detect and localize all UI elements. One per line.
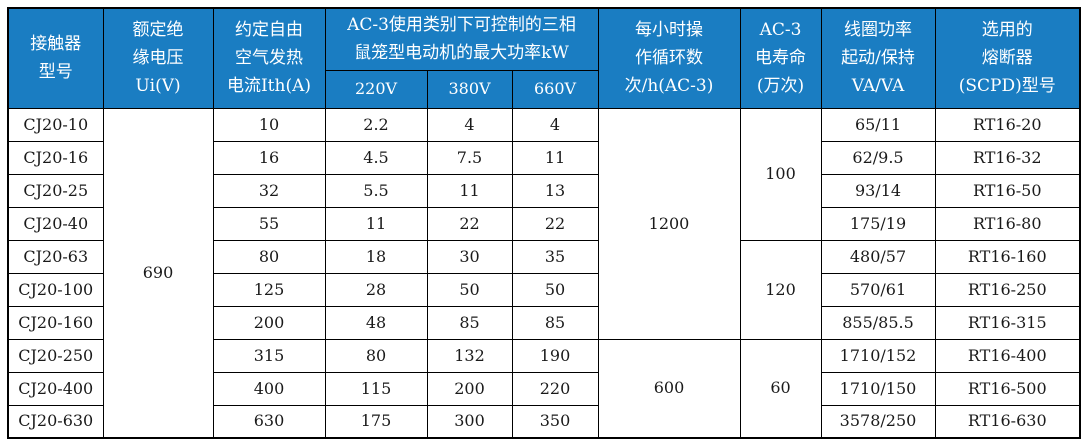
cell-ith: 630 <box>212 404 326 439</box>
cell-life-merged-1: 100 <box>739 107 822 241</box>
header-ui: 额定绝 缘电压 Ui(V) <box>102 7 214 109</box>
cell-model: CJ20-400 <box>7 371 104 406</box>
cell-cycles-merged-2: 600 <box>597 338 741 439</box>
cell-p220: 28 <box>324 272 428 307</box>
header-power-group: AC-3使用类别下可控制的三相 鼠笼型电动机的最大功率kW <box>324 7 599 71</box>
cell-coil: 1710/152 <box>820 338 936 373</box>
cell-ith: 10 <box>212 107 326 142</box>
cell-model: CJ20-100 <box>7 272 104 307</box>
cell-p660: 35 <box>511 239 599 274</box>
cell-p380: 50 <box>426 272 513 307</box>
header-model: 接触器 型号 <box>7 7 104 109</box>
header-ith: 约定自由 空气发热 电流Ith(A) <box>212 7 326 109</box>
cell-p220: 175 <box>324 404 428 439</box>
cell-ith: 55 <box>212 206 326 241</box>
table-row: CJ20-10 690 10 2.2 4 4 1200 100 65/11 RT… <box>7 107 1081 439</box>
cell-p220: 4.5 <box>324 140 428 175</box>
cell-p220: 115 <box>324 371 428 406</box>
cell-p660: 220 <box>511 371 599 406</box>
cell-ui-merged: 690 <box>102 107 214 439</box>
cell-fuse: RT16-630 <box>934 404 1081 439</box>
header-220v: 220V <box>324 69 428 109</box>
cell-p660: 350 <box>511 404 599 439</box>
spec-table: 接触器 型号 额定绝 缘电压 Ui(V) 约定自由 空气发热 电流Ith(A) … <box>7 7 1081 439</box>
cell-model: CJ20-160 <box>7 305 104 340</box>
cell-ith: 16 <box>212 140 326 175</box>
cell-cycles-merged-1: 1200 <box>597 107 741 340</box>
cell-fuse: RT16-250 <box>934 272 1081 307</box>
cell-p660: 190 <box>511 338 599 373</box>
cell-p380: 30 <box>426 239 513 274</box>
cell-p380: 4 <box>426 107 513 142</box>
cell-coil: 62/9.5 <box>820 140 936 175</box>
cell-coil: 65/11 <box>820 107 936 142</box>
cell-fuse: RT16-160 <box>934 239 1081 274</box>
cell-p380: 200 <box>426 371 513 406</box>
cell-p220: 5.5 <box>324 173 428 208</box>
cell-fuse: RT16-400 <box>934 338 1081 373</box>
cell-model: CJ20-40 <box>7 206 104 241</box>
cell-coil: 480/57 <box>820 239 936 274</box>
table-row: CJ20-100 125 28 50 50 570/61 RT16-250 <box>7 272 1081 307</box>
header-life: AC-3 电寿命 (万次) <box>739 7 822 109</box>
cell-life-merged-2: 120 <box>739 239 822 340</box>
cell-fuse: RT16-80 <box>934 206 1081 241</box>
header-row-top: 接触器 型号 额定绝 缘电压 Ui(V) 约定自由 空气发热 电流Ith(A) … <box>7 7 1081 109</box>
cell-fuse: RT16-500 <box>934 371 1081 406</box>
cell-p380: 7.5 <box>426 140 513 175</box>
cell-coil: 570/61 <box>820 272 936 307</box>
cell-ith: 32 <box>212 173 326 208</box>
cell-p660: 85 <box>511 305 599 340</box>
table-row: CJ20-25 32 5.5 11 13 93/14 RT16-50 <box>7 173 1081 208</box>
cell-p660: 4 <box>511 107 599 142</box>
table-row: CJ20-630 630 175 300 350 3578/250 RT16-6… <box>7 404 1081 439</box>
cell-p660: 22 <box>511 206 599 241</box>
cell-model: CJ20-630 <box>7 404 104 439</box>
cell-fuse: RT16-315 <box>934 305 1081 340</box>
table-row: CJ20-250 315 80 132 190 600 60 1710/152 … <box>7 338 1081 439</box>
cell-coil: 855/85.5 <box>820 305 936 340</box>
cell-fuse: RT16-32 <box>934 140 1081 175</box>
cell-ith: 200 <box>212 305 326 340</box>
cell-coil: 1710/150 <box>820 371 936 406</box>
cell-p220: 80 <box>324 338 428 373</box>
header-row-sub: 220V 380V 660V <box>8 69 1080 109</box>
header-fuse: 选用的 熔断器 (SCPD)型号 <box>934 7 1081 109</box>
cell-p660: 11 <box>511 140 599 175</box>
cell-p380: 85 <box>426 305 513 340</box>
cell-ith: 125 <box>212 272 326 307</box>
cell-coil: 3578/250 <box>820 404 936 439</box>
table-row: CJ20-16 16 4.5 7.5 11 62/9.5 RT16-32 <box>7 140 1081 175</box>
cell-p380: 11 <box>426 173 513 208</box>
cell-p220: 11 <box>324 206 428 241</box>
cell-model: CJ20-63 <box>7 239 104 274</box>
cell-fuse: RT16-20 <box>934 107 1081 142</box>
cell-ith: 315 <box>212 338 326 373</box>
cell-ith: 80 <box>212 239 326 274</box>
cell-model: CJ20-250 <box>7 338 104 373</box>
table-row: CJ20-40 55 11 22 22 175/19 RT16-80 <box>7 206 1081 241</box>
cell-coil: 175/19 <box>820 206 936 241</box>
cell-p220: 48 <box>324 305 428 340</box>
cell-model: CJ20-25 <box>7 173 104 208</box>
cell-p660: 13 <box>511 173 599 208</box>
cell-p220: 18 <box>324 239 428 274</box>
cell-p380: 22 <box>426 206 513 241</box>
cell-p380: 300 <box>426 404 513 439</box>
header-660v: 660V <box>511 69 599 109</box>
cell-p660: 50 <box>511 272 599 307</box>
table-row: CJ20-400 400 115 200 220 1710/150 RT16-5… <box>7 371 1081 406</box>
header-coil: 线圈功率 起动/保持 VA/VA <box>820 7 936 109</box>
cell-life-merged-3: 60 <box>739 338 822 439</box>
cell-model: CJ20-10 <box>7 107 104 142</box>
header-cycles: 每小时操 作循环数 次/h(AC-3) <box>597 7 741 109</box>
cell-coil: 93/14 <box>820 173 936 208</box>
contactor-spec-table: 接触器 型号 额定绝 缘电压 Ui(V) 约定自由 空气发热 电流Ith(A) … <box>7 7 1081 439</box>
header-380v: 380V <box>426 69 513 109</box>
cell-model: CJ20-16 <box>7 140 104 175</box>
cell-p380: 132 <box>426 338 513 373</box>
cell-ith: 400 <box>212 371 326 406</box>
cell-fuse: RT16-50 <box>934 173 1081 208</box>
cell-p220: 2.2 <box>324 107 428 142</box>
